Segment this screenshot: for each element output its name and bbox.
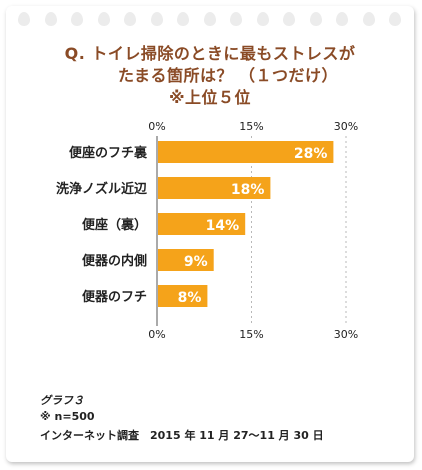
chart-title-line-1: Q. トイレ掃除のときに最もストレスが [64,44,356,63]
graph-label: グラフ３ [40,394,84,407]
tick-label-bottom: 15% [239,328,263,341]
value-label: 18% [231,182,265,198]
category-label: 便器の内側 [82,253,147,269]
drop-decoration [177,12,189,26]
value-label: 14% [206,218,240,234]
bar [158,213,246,235]
category-label: 便座（裏） [82,217,147,233]
drop-decoration [97,12,110,26]
bar [158,285,208,307]
bar [158,177,271,199]
drop-decoration [283,12,295,26]
drop-decoration [309,12,322,26]
category-label: 便器のフチ [82,289,147,305]
tick-label-top: 0% [148,120,165,133]
tick-label-bottom: 30% [334,328,358,341]
bar [158,141,334,163]
bar [158,249,214,271]
tick-label-top: 15% [239,120,263,133]
chart-title-line-3: ※上位５位 [168,88,252,107]
tick-label-bottom: 0% [148,328,165,341]
tick-label-top: 30% [334,120,358,133]
drop-decoration [18,12,30,26]
drop-decoration [336,12,348,26]
drop-decoration [256,12,269,26]
decorative-drops [6,6,414,32]
category-label: 洗浄ノズル近辺 [56,181,147,197]
drop-decoration [71,12,83,26]
drop-decoration [203,12,216,26]
drop-decoration [230,12,242,26]
drop-decoration [44,12,57,26]
value-label: 8% [178,290,202,306]
chart-card: Q. トイレ掃除のときに最もストレスが たまる箇所は？ （１つだけ） ※上位５位… [6,6,414,462]
bar-chart: 0% 0% 15% 15% 30% 30% 便座のフチ裏 28% 洗浄ノズル近辺 18% 便座（裏）… [56,120,358,341]
chart-title-line-2: たまる箇所は？ （１つだけ） [117,66,339,85]
drop-decoration [150,12,163,26]
value-label: 28% [294,146,328,162]
sample-size: ※ n=500 [40,410,95,423]
drop-decoration [389,12,401,26]
value-label: 9% [184,254,208,270]
category-label: 便座のフチ裏 [69,145,148,161]
drop-decoration [362,12,375,26]
drop-decoration [124,12,136,26]
survey-info: インターネット調査 2015 年 11 月 27～11 月 30 日 [40,429,324,442]
